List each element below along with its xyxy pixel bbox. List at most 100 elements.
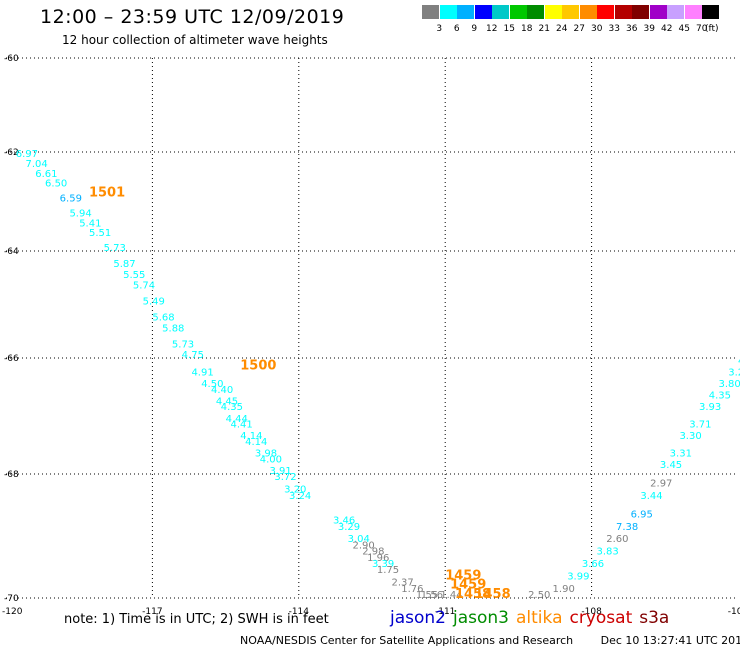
scale-label: 45	[678, 24, 690, 34]
wave-height-label: 3.99	[567, 571, 589, 582]
wave-height-label: 3.83	[596, 547, 618, 558]
scale-swatch	[544, 5, 562, 19]
scale-swatch	[457, 5, 474, 19]
wave-height-label: 4.75	[182, 350, 204, 361]
wave-height-label: 7.38	[616, 522, 638, 533]
wave-height-label: 5.73	[172, 339, 194, 350]
wave-height-label: 5.51	[89, 228, 111, 239]
wave-height-label: 4.00	[260, 454, 282, 465]
pass-time-label: 1500	[240, 359, 276, 374]
pass-time-label: 1458	[474, 587, 510, 602]
y-tick-label: -60	[4, 54, 19, 64]
pass-time-label: 1458	[455, 587, 491, 602]
scale-swatch	[562, 5, 579, 19]
wave-height-label: 3.24	[289, 491, 311, 502]
wave-height-label: 3.93	[699, 402, 721, 413]
wave-height-label: 4	[738, 356, 740, 367]
scale-swatch	[527, 5, 544, 19]
wave-height-label: 3.71	[689, 420, 711, 431]
wave-height-label: 2.50	[528, 590, 550, 601]
wave-height-label: 1.76	[401, 584, 423, 595]
scale-swatch	[422, 5, 439, 19]
x-tick-label: -114	[289, 607, 310, 617]
wave-height-label: 6.59	[60, 194, 82, 205]
wave-height-label: 3.29	[338, 522, 360, 533]
wave-height-label: 5.87	[113, 259, 135, 270]
x-tick-label: -120	[2, 607, 23, 617]
scale-swatch	[597, 5, 614, 19]
scale-label: 6	[453, 24, 460, 34]
wave-height-label: 3.31	[670, 449, 692, 460]
wave-height-label: 3.80	[718, 379, 740, 390]
scale-label: 36	[626, 24, 638, 34]
wave-height-label: 3.30	[679, 431, 701, 442]
wave-height-label: 3.98	[255, 449, 277, 460]
wave-height-label: 4.35	[221, 402, 243, 413]
legend-cryosat: cryosat	[569, 608, 633, 628]
footer: NOAA/NESDIS Center for Satellite Applica…	[240, 634, 740, 647]
axis-tick-labels: -120 -117 -114 -111 -108 -105 -60 -62 -64 -66 -68 -…	[2, 54, 740, 617]
wave-height-label: 3.91	[270, 466, 292, 477]
scale-label: 24	[556, 24, 568, 34]
x-tick-label: -117	[142, 607, 162, 617]
legend-altika: altika	[516, 608, 563, 628]
wave-height-label: 1.56	[421, 590, 443, 601]
wave-height-label: 3.20	[284, 485, 306, 496]
grid-lines	[6, 57, 738, 599]
scale-label: 15	[503, 24, 515, 34]
scale-swatch	[474, 5, 492, 19]
wave-height-label: 3.04	[348, 534, 370, 545]
wave-height-label: 1.75	[377, 565, 399, 576]
x-tick-label: -108	[581, 607, 602, 617]
chart-subtitle: 12 hour collection of altimeter wave hei…	[62, 33, 328, 47]
y-tick-label: -70	[4, 594, 19, 604]
wave-height-label: 6.95	[631, 509, 653, 520]
y-tick-label: -68	[4, 470, 19, 480]
scale-label: 3	[436, 24, 443, 34]
footer-org: NOAA/NESDIS Center for Satellite Applica…	[240, 634, 574, 647]
wave-height-label: 4.50	[201, 379, 223, 390]
scale-swatch	[439, 5, 457, 19]
wave-height-label: 7.04	[26, 159, 48, 170]
scale-label: 21	[538, 24, 550, 34]
scale-swatch	[649, 5, 667, 19]
wave-height-label: 3.46	[333, 516, 355, 527]
wave-height-label: 5.55	[123, 270, 145, 281]
footer-timestamp: Dec 10 13:27:41 UTC 2019	[600, 634, 740, 647]
scale-swatch	[684, 5, 702, 19]
satellite-legend: jason2 jason3 altika cryosat s3a	[390, 608, 676, 628]
y-tick-label: -62	[4, 148, 19, 158]
wave-height-label: 2.97	[650, 478, 672, 489]
wave-height-label: 6.97	[16, 149, 38, 160]
data-labels: 6.977.046.616.50 6.59 5.945.415.51 5.73 5.87…	[16, 149, 740, 602]
scale-unit: (ft)	[705, 24, 719, 34]
scale-label: 18	[521, 24, 533, 34]
wave-height-label: 4.45	[216, 396, 238, 407]
legend-jason3: jason3	[453, 608, 509, 628]
scale-label: 39	[643, 24, 655, 34]
wave-height-label: 4.14	[245, 437, 267, 448]
wave-height-label: 4.41	[230, 420, 252, 431]
wave-height-label: 3.2	[728, 367, 740, 378]
y-tick-label: -64	[4, 247, 19, 257]
units-note: note: 1) Time is in UTC; 2) SWH is in fe…	[64, 612, 329, 627]
y-tick-label: -66	[4, 354, 19, 364]
legend-jason2: jason2	[390, 608, 446, 628]
wave-height-label: 5.49	[143, 297, 165, 308]
wave-height-label: 1.90	[553, 584, 575, 595]
wave-height-label: 3.72	[274, 472, 296, 483]
wave-height-label: 6.61	[35, 169, 57, 180]
x-tick-label: -111	[435, 607, 455, 617]
scale-swatch	[492, 5, 509, 19]
wave-height-label: 3.66	[582, 559, 604, 570]
scale-label: 42	[661, 24, 673, 34]
scale-label: 27	[573, 24, 585, 34]
wave-height-label: 2.98	[362, 547, 384, 558]
wave-height-label: 2.37	[392, 578, 414, 589]
scale-label: 33	[608, 24, 620, 34]
wave-height-label: 2.90	[352, 540, 374, 551]
wave-height-label: 1.55	[416, 590, 438, 601]
wave-height-label: 4.35	[709, 391, 731, 402]
wave-height-label: 5.74	[133, 280, 155, 291]
